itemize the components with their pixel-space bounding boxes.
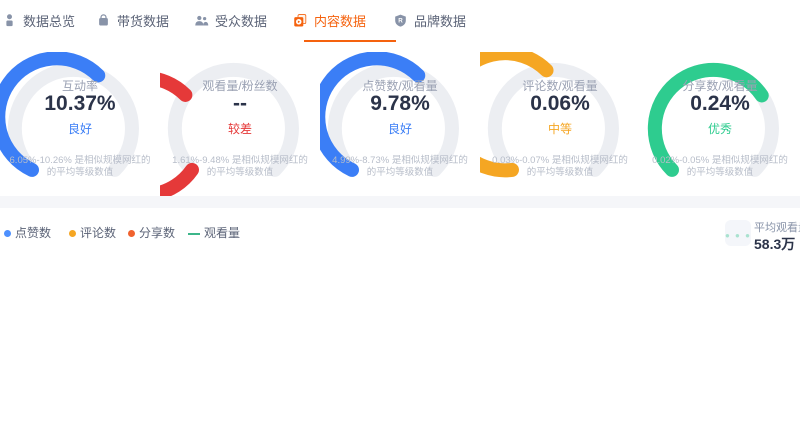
svg-text:R: R	[398, 18, 403, 25]
